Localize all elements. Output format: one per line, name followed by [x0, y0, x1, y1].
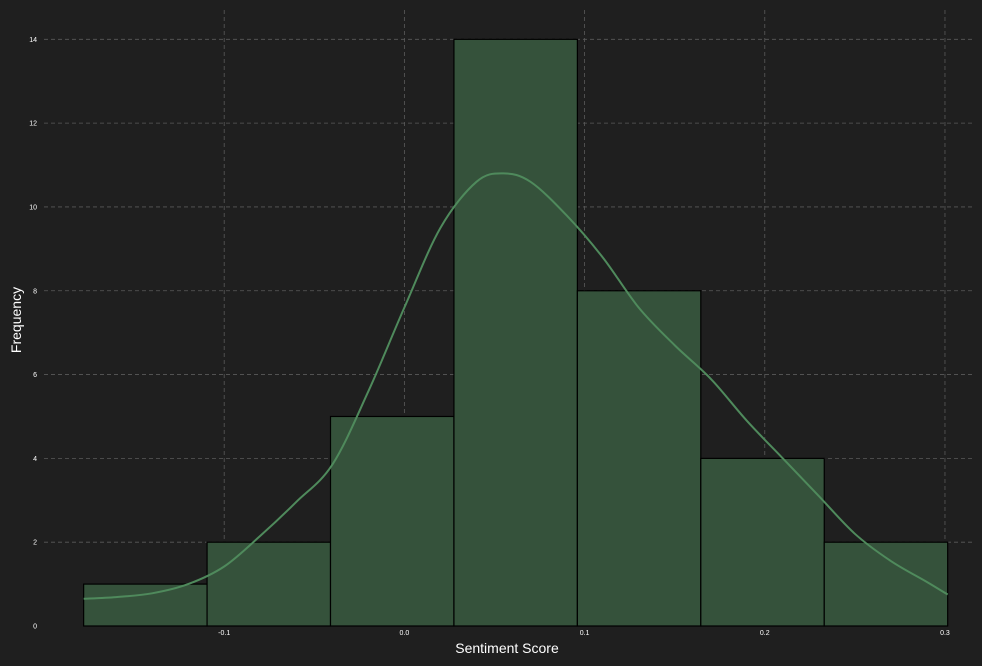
- kde-curve: [83, 172, 949, 600]
- x-tick-labels: -0.1 0.0 0.1 0.2 0.3: [218, 630, 950, 637]
- x-axis-label: Sentiment Score: [455, 640, 559, 656]
- histogram-bar: [823, 541, 949, 627]
- histogram-bars: [83, 38, 949, 627]
- y-tick-label: 0: [33, 624, 37, 631]
- histogram-bar: [576, 290, 702, 627]
- y-tick-label: 4: [33, 456, 37, 463]
- y-tick-label: 14: [29, 37, 37, 44]
- histogram-bar: [453, 38, 578, 627]
- x-tick-label: 0.2: [760, 630, 770, 637]
- y-axis-label: Frequency: [8, 287, 24, 353]
- y-tick-label: 12: [29, 121, 37, 128]
- y-tick-label: 10: [29, 204, 37, 211]
- histogram-bar: [206, 541, 332, 627]
- y-tick-label: 8: [33, 288, 37, 295]
- y-tick-label: 2: [33, 540, 37, 547]
- x-tick-label: 0.1: [580, 630, 590, 637]
- y-tick-label: 6: [33, 372, 37, 379]
- histogram-bar: [329, 415, 455, 627]
- x-tick-label: 0.3: [940, 630, 950, 637]
- x-tick-label: 0.0: [400, 630, 410, 637]
- y-tick-labels: 0 2 4 6 8 10 12 14: [29, 37, 37, 631]
- x-tick-label: -0.1: [218, 630, 230, 637]
- histogram-bar: [83, 583, 208, 627]
